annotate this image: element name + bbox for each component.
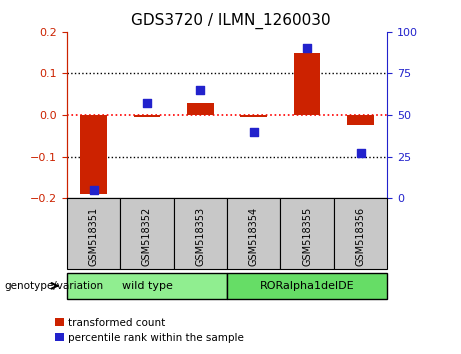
Bar: [120, 198, 174, 269]
Bar: [67, 273, 227, 299]
Bar: [294, 53, 320, 115]
Bar: [134, 115, 160, 117]
Bar: [334, 198, 387, 269]
Bar: [280, 198, 334, 269]
Point: [357, 150, 364, 156]
Point: [90, 187, 97, 193]
Point: [197, 87, 204, 93]
Point: [143, 101, 151, 106]
Text: GSM518356: GSM518356: [355, 207, 366, 266]
Point: [303, 46, 311, 51]
Bar: [227, 198, 280, 269]
Text: RORalpha1delDE: RORalpha1delDE: [260, 281, 355, 291]
Bar: [80, 115, 107, 194]
Text: GSM518352: GSM518352: [142, 207, 152, 266]
Text: GSM518353: GSM518353: [195, 207, 205, 266]
Legend: transformed count, percentile rank within the sample: transformed count, percentile rank withi…: [51, 314, 248, 347]
Text: GSM518354: GSM518354: [249, 207, 259, 266]
Text: GSM518351: GSM518351: [89, 207, 99, 266]
Bar: [347, 115, 374, 125]
Text: GDS3720 / ILMN_1260030: GDS3720 / ILMN_1260030: [130, 12, 331, 29]
Point: [250, 129, 257, 135]
Bar: [187, 103, 214, 115]
Bar: [240, 115, 267, 117]
Bar: [67, 198, 120, 269]
Text: GSM518355: GSM518355: [302, 207, 312, 266]
Text: genotype/variation: genotype/variation: [5, 281, 104, 291]
Bar: [174, 198, 227, 269]
Bar: [227, 273, 387, 299]
Text: wild type: wild type: [122, 281, 172, 291]
